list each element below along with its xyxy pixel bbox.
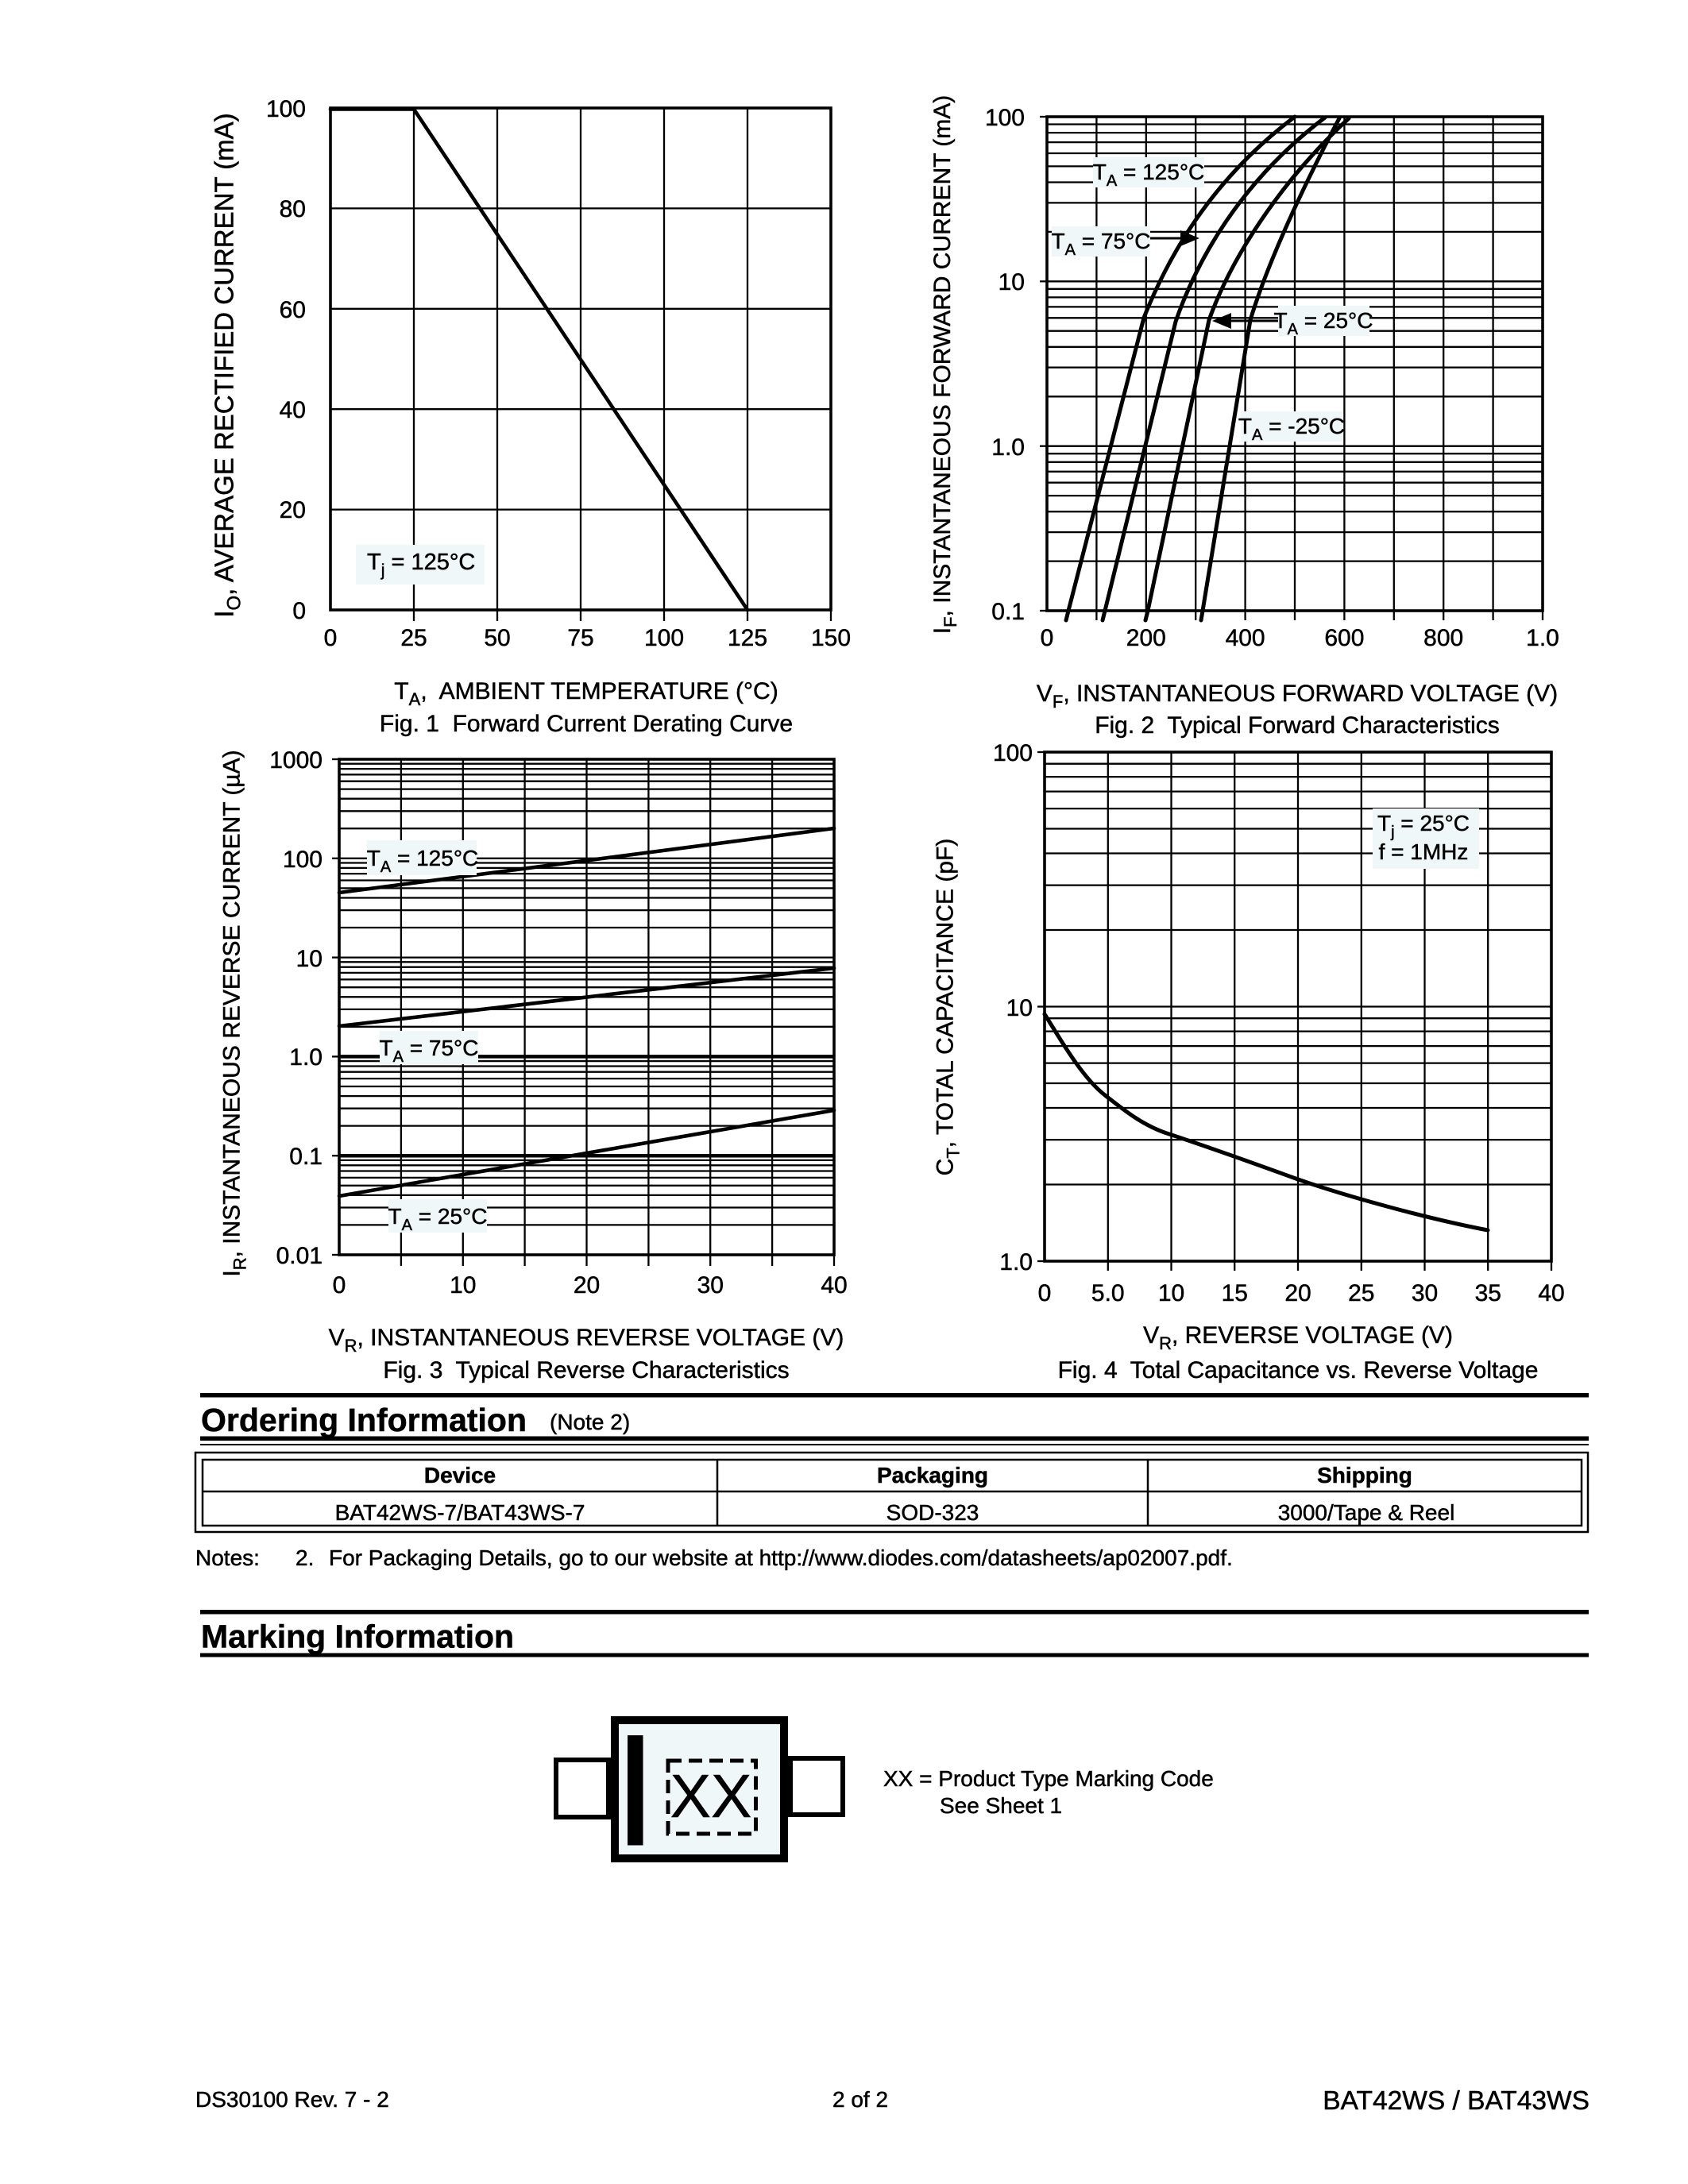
svg-text:VF, INSTANTANEOUS FORWARD VOLT: VF, INSTANTANEOUS FORWARD VOLTAGE (V) <box>1037 681 1558 712</box>
svg-text:100: 100 <box>993 740 1033 766</box>
svg-text:0: 0 <box>1038 1280 1052 1306</box>
svg-text:BAT42WS / BAT43WS: BAT42WS / BAT43WS <box>1323 2086 1590 2116</box>
svg-text:30: 30 <box>697 1272 724 1298</box>
svg-text:Fig. 3 Typical Reverse Charac: Fig. 3 Typical Reverse Characteristics <box>383 1357 789 1383</box>
svg-text:100: 100 <box>283 847 323 873</box>
svg-text:See Sheet 1: See Sheet 1 <box>940 1793 1062 1818</box>
svg-text:IF, INSTANTANEOUS FORWARD CURR: IF, INSTANTANEOUS FORWARD CURRENT (mA) <box>929 95 960 634</box>
svg-text:10: 10 <box>1006 995 1033 1021</box>
svg-text:20: 20 <box>574 1272 600 1298</box>
svg-text:800: 800 <box>1423 625 1463 651</box>
svg-text:(Note 2): (Note 2) <box>550 1410 630 1434</box>
svg-text:0: 0 <box>333 1272 346 1298</box>
svg-text:TA, AMBIENT TEMPERATURE (°C): TA, AMBIENT TEMPERATURE (°C) <box>394 678 778 709</box>
svg-text:IO, AVERAGE RECTIFIED CURRENT: IO, AVERAGE RECTIFIED CURRENT (mA) <box>210 113 245 617</box>
svg-text:DS30100 Rev. 7 - 2: DS30100 Rev. 7 - 2 <box>195 2087 389 2112</box>
svg-text:150: 150 <box>811 625 851 651</box>
svg-text:40: 40 <box>280 397 306 423</box>
svg-text:50: 50 <box>484 625 510 651</box>
svg-text:IR, INSTANTANEOUS REVERSE CURR: IR, INSTANTANEOUS REVERSE CURRENT (µA) <box>219 750 250 1276</box>
svg-text:40: 40 <box>821 1272 847 1298</box>
svg-text:1.0: 1.0 <box>999 1249 1033 1275</box>
svg-text:Device: Device <box>424 1463 496 1488</box>
svg-text:60: 60 <box>280 297 306 323</box>
svg-text:25: 25 <box>1348 1280 1374 1306</box>
svg-text:0: 0 <box>1041 625 1054 651</box>
svg-text:40: 40 <box>1538 1280 1564 1306</box>
svg-text:2 of 2: 2 of 2 <box>832 2087 888 2112</box>
svg-text:XX = Product Type Marking Code: XX = Product Type Marking Code <box>883 1766 1214 1791</box>
svg-text:f = 1MHz: f = 1MHz <box>1379 839 1469 864</box>
svg-text:100: 100 <box>985 105 1025 131</box>
svg-text:0: 0 <box>292 598 306 624</box>
svg-text:100: 100 <box>266 96 306 122</box>
svg-text:1.0: 1.0 <box>289 1044 323 1071</box>
svg-text:0.01: 0.01 <box>276 1243 323 1269</box>
svg-text:1.0: 1.0 <box>991 434 1025 461</box>
svg-text:1.0: 1.0 <box>1526 625 1559 651</box>
svg-text:For Packaging Details, go to o: For Packaging Details, go to our website… <box>329 1545 1233 1570</box>
svg-text:0: 0 <box>324 625 338 651</box>
svg-text:Fig. 1 Forward Current Derati: Fig. 1 Forward Current Derating Curve <box>380 711 793 737</box>
svg-text:15: 15 <box>1222 1280 1248 1306</box>
svg-text:10: 10 <box>450 1272 476 1298</box>
svg-text:75: 75 <box>567 625 593 651</box>
svg-text:Tj = 125°C: Tj = 125°C <box>367 550 475 580</box>
svg-text:5.0: 5.0 <box>1091 1280 1125 1306</box>
svg-text:10: 10 <box>999 269 1025 295</box>
svg-text:0.1: 0.1 <box>991 599 1025 625</box>
svg-text:CT, TOTAL CAPACITANCE (pF): CT, TOTAL CAPACITANCE (pF) <box>933 839 964 1176</box>
svg-text:20: 20 <box>280 497 306 523</box>
svg-text:Shipping: Shipping <box>1317 1463 1412 1488</box>
svg-text:10: 10 <box>1158 1280 1184 1306</box>
svg-text:0.1: 0.1 <box>289 1144 323 1170</box>
svg-text:10: 10 <box>296 946 323 972</box>
svg-text:35: 35 <box>1475 1280 1501 1306</box>
svg-text:80: 80 <box>280 196 306 222</box>
svg-text:2.: 2. <box>295 1545 314 1570</box>
svg-text:Notes:: Notes: <box>195 1545 260 1570</box>
svg-text:VR, REVERSE VOLTAGE (V): VR, REVERSE VOLTAGE (V) <box>1143 1322 1453 1353</box>
svg-text:Packaging: Packaging <box>877 1463 988 1488</box>
svg-text:VR, INSTANTANEOUS REVERSE VOLT: VR, INSTANTANEOUS REVERSE VOLTAGE (V) <box>329 1325 844 1356</box>
svg-text:400: 400 <box>1226 625 1265 651</box>
svg-text:30: 30 <box>1412 1280 1438 1306</box>
svg-text:Marking Information: Marking Information <box>201 1619 514 1655</box>
svg-text:BAT42WS-7/BAT43WS-7: BAT42WS-7/BAT43WS-7 <box>335 1500 585 1525</box>
svg-text:Fig. 4 Total Capacitance vs.: Fig. 4 Total Capacitance vs. Reverse Vol… <box>1058 1357 1539 1383</box>
svg-text:1000: 1000 <box>269 747 323 774</box>
svg-text:XX: XX <box>670 1762 752 1831</box>
svg-text:SOD-323: SOD-323 <box>886 1500 979 1525</box>
svg-text:Fig. 2 Typical Forward Charac: Fig. 2 Typical Forward Characteristics <box>1095 712 1500 739</box>
svg-text:100: 100 <box>644 625 684 651</box>
svg-text:Ordering Information: Ordering Information <box>201 1402 527 1438</box>
svg-text:25: 25 <box>400 625 427 651</box>
svg-text:600: 600 <box>1324 625 1364 651</box>
svg-text:20: 20 <box>1284 1280 1311 1306</box>
svg-text:125: 125 <box>728 625 767 651</box>
svg-text:3000/Tape & Reel: 3000/Tape & Reel <box>1278 1500 1455 1525</box>
svg-text:200: 200 <box>1126 625 1166 651</box>
